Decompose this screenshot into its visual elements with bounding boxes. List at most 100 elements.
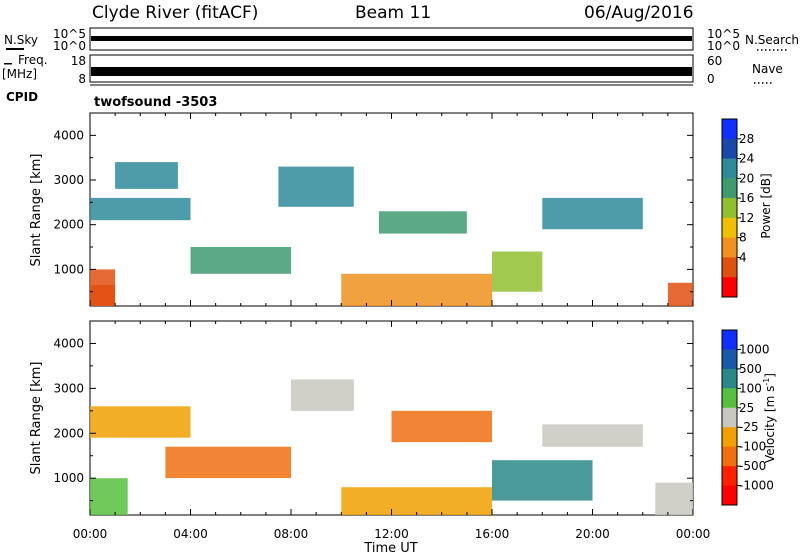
y-tick-label: 1000 [53,262,84,276]
colorbar-cell [722,237,737,258]
colorbar-frame [721,329,738,506]
cpid-strip: CPID twofsound -3503 [6,84,693,110]
beam-title: Beam 11 [355,3,431,23]
x-tick-label: 08:00 [274,527,309,541]
echo-block [291,379,354,411]
nsearch-label: N.Search [745,33,799,47]
echo-block [667,282,693,306]
colorbar-cell [722,198,737,219]
velocity-colorbar: 1000 500 100 25 -25 -100 -500 -1000 Velocity [m… [721,329,777,506]
nsearch-tick-lo: 10^0 [707,39,740,53]
colorbar-cell [722,330,737,350]
velocity-panel: 1000 2000 3000 4000 Slant Range [km] [29,320,694,516]
colorbar-cell [722,466,737,486]
colorbar-cell [722,257,737,278]
velocity-colorbar-label: Velocity [m s-1] [762,373,777,463]
colorbar-tick-label: 100 [739,381,762,395]
velocity-echo-blocks [90,379,693,515]
colorbar-tick-label: 8 [739,231,747,245]
nsky-label: N.Sky [4,33,38,47]
echo-block [542,197,643,230]
colorbar-tick-label: 4 [739,250,747,264]
freq-legend-line [4,63,12,65]
colorbar-cell [722,388,737,409]
colorbar-frame [721,118,738,298]
power-panel: 1000 2000 3000 4000 Slant Range [km] [29,112,694,307]
echo-block [391,410,492,443]
time-axis-labels: 00:00 04:00 08:00 12:00 16:00 20:00 00:00 [73,527,711,541]
colorbar-cell [722,119,737,140]
velocity-colorbar-cells [721,329,738,506]
freq-tick-hi: 18 [71,54,86,68]
echo-block [492,460,593,501]
velocity-colorbar-ticks: 1000 500 100 25 -25 -100 -500 -1000 [737,342,774,493]
nsky-frame [89,27,694,51]
y-tick-label: 4000 [53,128,84,142]
echo-block [341,273,493,306]
echo-block [655,482,693,515]
velocity-ylabel: Slant Range [km] [29,362,44,475]
colorbar-tick-label: 25 [739,401,754,415]
nsky-tick-lo: 10^0 [53,39,86,53]
colorbar-tick-label: 500 [739,362,762,376]
x-tick-label: 00:00 [73,527,108,541]
echo-block [190,247,291,274]
freq-frame [89,54,694,83]
y-tick-label: 3000 [53,381,84,395]
colorbar-cell [722,178,737,199]
colorbar-tick-label: -25 [739,420,759,434]
echo-block [278,166,354,207]
colorbar-tick-label: 28 [739,132,754,146]
nave-tick-lo: 0 [707,72,715,86]
colorbar-tick-label: 1000 [739,342,770,356]
colorbar-cell [722,407,737,428]
echo-block [90,478,128,515]
colorbar-tick-label: 20 [739,171,754,185]
freq-unit: [MHz] [2,67,37,81]
colorbar-cell [722,138,737,160]
velocity-x-ticks [89,321,694,515]
colorbar-cell [722,446,737,467]
power-colorbar: 28 24 20 16 12 8 4 Power [dB] [721,118,773,298]
nsky-strip: N.Sky 10^5 10^0 10^5 10^0 N.Search [4,27,799,53]
cpid-label: CPID [6,90,38,104]
echo-block [90,406,191,438]
x-tick-label: 16:00 [475,527,510,541]
colorbar-cell [722,485,737,506]
power-colorbar-cells [721,118,738,298]
colorbar-cell [722,217,737,239]
nsearch-tick-hi: 10^5 [707,27,740,41]
power-y-ticks: 1000 2000 3000 4000 [53,112,693,293]
freq-label: Freq. [18,53,48,67]
colorbar-tick-label: 24 [739,152,754,166]
echo-block [542,424,643,447]
date-title: 06/Aug/2016 [584,3,694,23]
x-tick-label: 20:00 [575,527,610,541]
colorbar-tick-label: 16 [739,191,754,205]
x-tick-label: 12:00 [374,527,409,541]
colorbar-cell [722,277,737,298]
colorbar-cell [722,158,737,179]
power-colorbar-label: Power [dB] [759,173,773,238]
colorbar-tick-label: 12 [739,211,754,225]
colorbar-tick-label: -1000 [739,479,774,493]
freq-tick-lo: 8 [78,72,86,86]
nsky-trace [91,36,692,41]
colorbar-cell [722,427,737,448]
echo-block [90,285,116,306]
nave-label: Nave [752,62,783,76]
y-tick-label: 2000 [53,426,84,440]
power-x-ticks [89,113,694,306]
power-echo-blocks [90,162,693,306]
y-tick-label: 1000 [53,471,84,485]
colorbar-tick-label: -100 [739,440,766,454]
freq-trace [91,67,692,76]
freq-strip: Freq. [MHz] 18 8 60 0 Nave [2,53,783,86]
y-tick-label: 3000 [53,173,84,187]
cpid-value: twofsound -3503 [94,95,217,110]
power-colorbar-ticks: 28 24 20 16 12 8 4 [737,132,754,264]
nsky-tick-hi: 10^5 [53,27,86,41]
colorbar-tick-label: -500 [739,459,766,473]
nsky-legend-line [6,48,24,50]
echo-block [115,162,178,189]
